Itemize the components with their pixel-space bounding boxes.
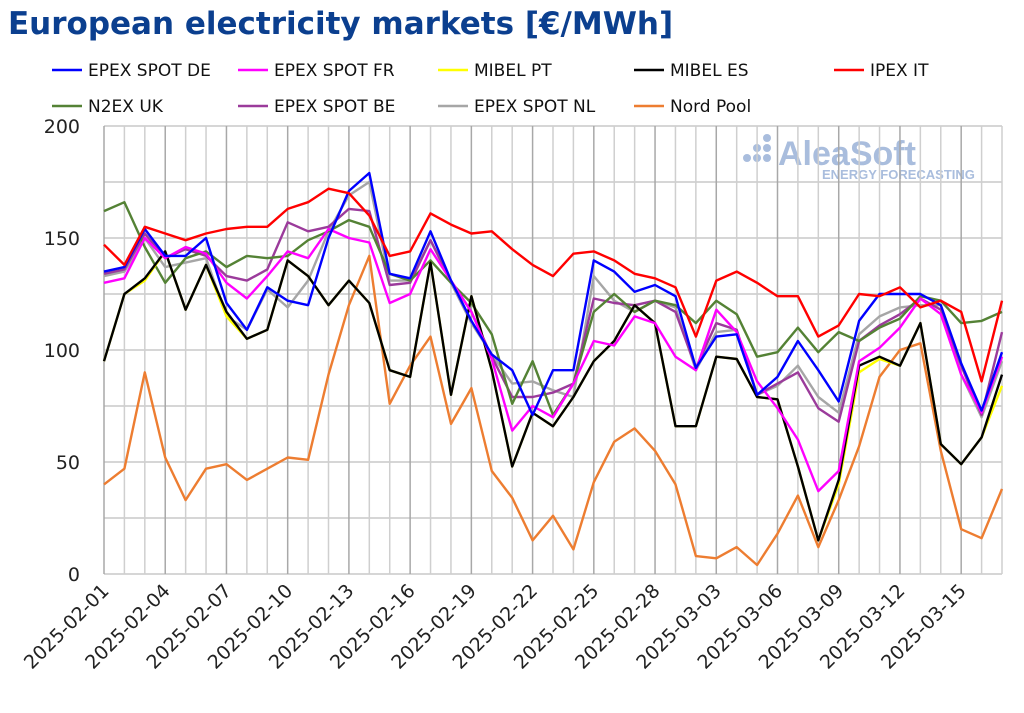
- legend-label: IPEX IT: [870, 61, 929, 81]
- legend-label: EPEX SPOT BE: [274, 97, 395, 117]
- series-line-epex-spot-de: [103, 171, 1004, 417]
- series-line-epex-spot-fr: [103, 227, 1004, 493]
- logo-dot: [763, 154, 771, 162]
- logo-dot: [763, 144, 771, 152]
- chart-title: European electricity markets [€/MWh]: [8, 6, 674, 42]
- logo-dot: [743, 154, 751, 162]
- logo-dot: [763, 134, 771, 142]
- legend-label: EPEX SPOT DE: [88, 61, 211, 81]
- y-tick-label: 200: [44, 116, 80, 138]
- legend-label: EPEX SPOT NL: [474, 97, 596, 117]
- series-line-nord-pool: [103, 254, 1004, 567]
- y-tick-label: 100: [44, 340, 80, 362]
- legend-label: N2EX UK: [88, 97, 164, 117]
- series-line-epex-spot-be: [103, 207, 1004, 423]
- legend-label: MIBEL ES: [670, 61, 749, 81]
- legend-label: Nord Pool: [670, 97, 751, 117]
- logo-subtext: ENERGY FORECASTING: [822, 167, 975, 182]
- legend-label: EPEX SPOT FR: [274, 61, 395, 81]
- y-tick-label: 50: [56, 452, 80, 474]
- y-tick-label: 0: [68, 564, 80, 586]
- logo-text: AleaSoft: [778, 135, 916, 173]
- series-line-ipex-it: [103, 187, 1004, 383]
- y-tick-label: 150: [44, 228, 80, 250]
- legend-label: MIBEL PT: [474, 61, 552, 81]
